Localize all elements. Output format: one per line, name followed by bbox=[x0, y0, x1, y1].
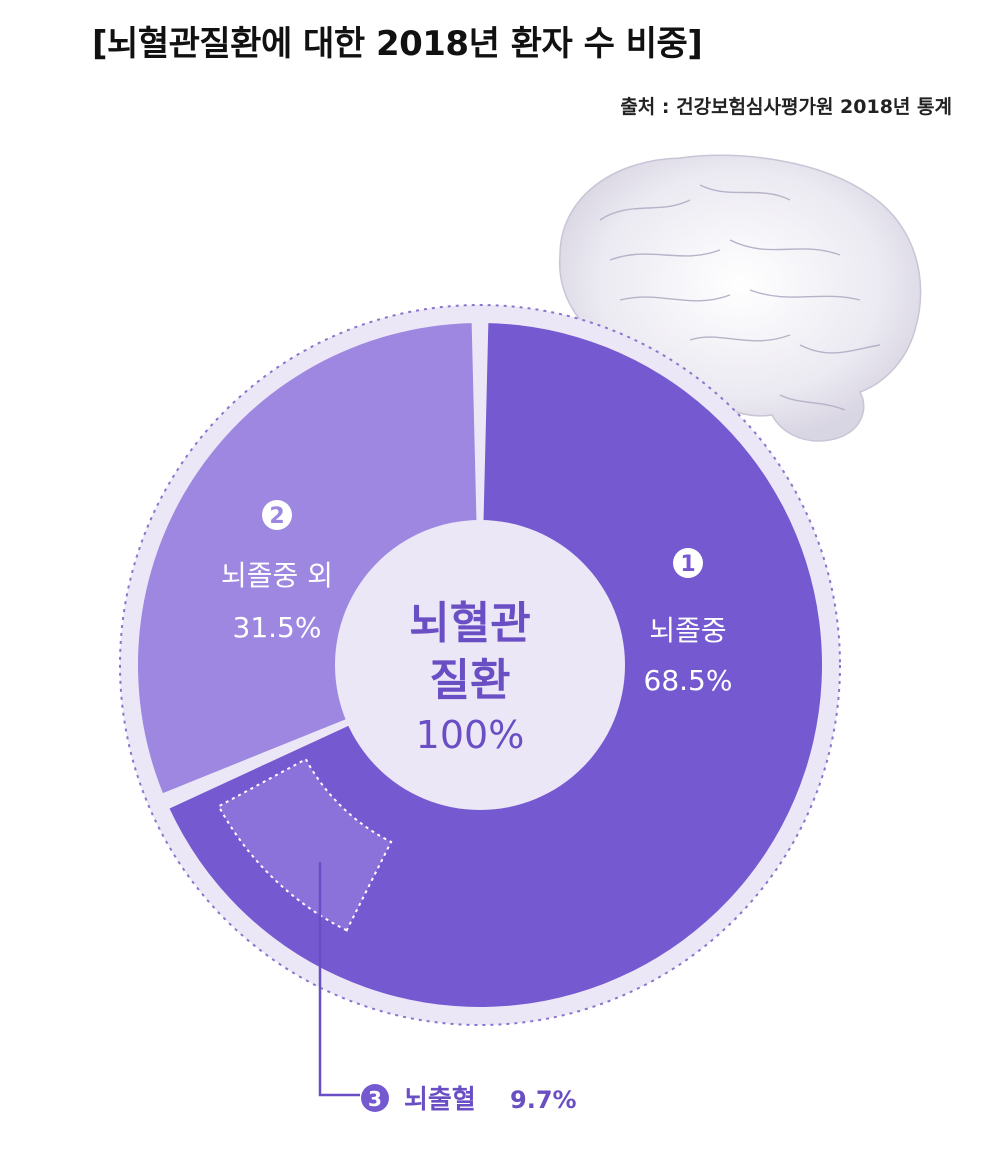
center-label-line2: 질환 bbox=[430, 655, 511, 706]
slice-3-number: 3 bbox=[368, 1087, 382, 1111]
slice-1-number: 1 bbox=[680, 552, 695, 577]
slice-3-label: 뇌출혈 bbox=[404, 1085, 476, 1115]
slice-2-label: 뇌졸중 외 bbox=[221, 559, 333, 592]
center-value: 100% bbox=[416, 713, 525, 757]
slice-2-value: 31.5% bbox=[233, 611, 322, 644]
slice-2-number: 2 bbox=[269, 504, 284, 529]
slice-1-value: 68.5% bbox=[644, 664, 733, 697]
center-label-line1: 뇌혈관 bbox=[409, 598, 530, 649]
slice-3-value: 9.7% bbox=[510, 1086, 577, 1114]
slice-1-label: 뇌졸중 bbox=[649, 614, 726, 647]
